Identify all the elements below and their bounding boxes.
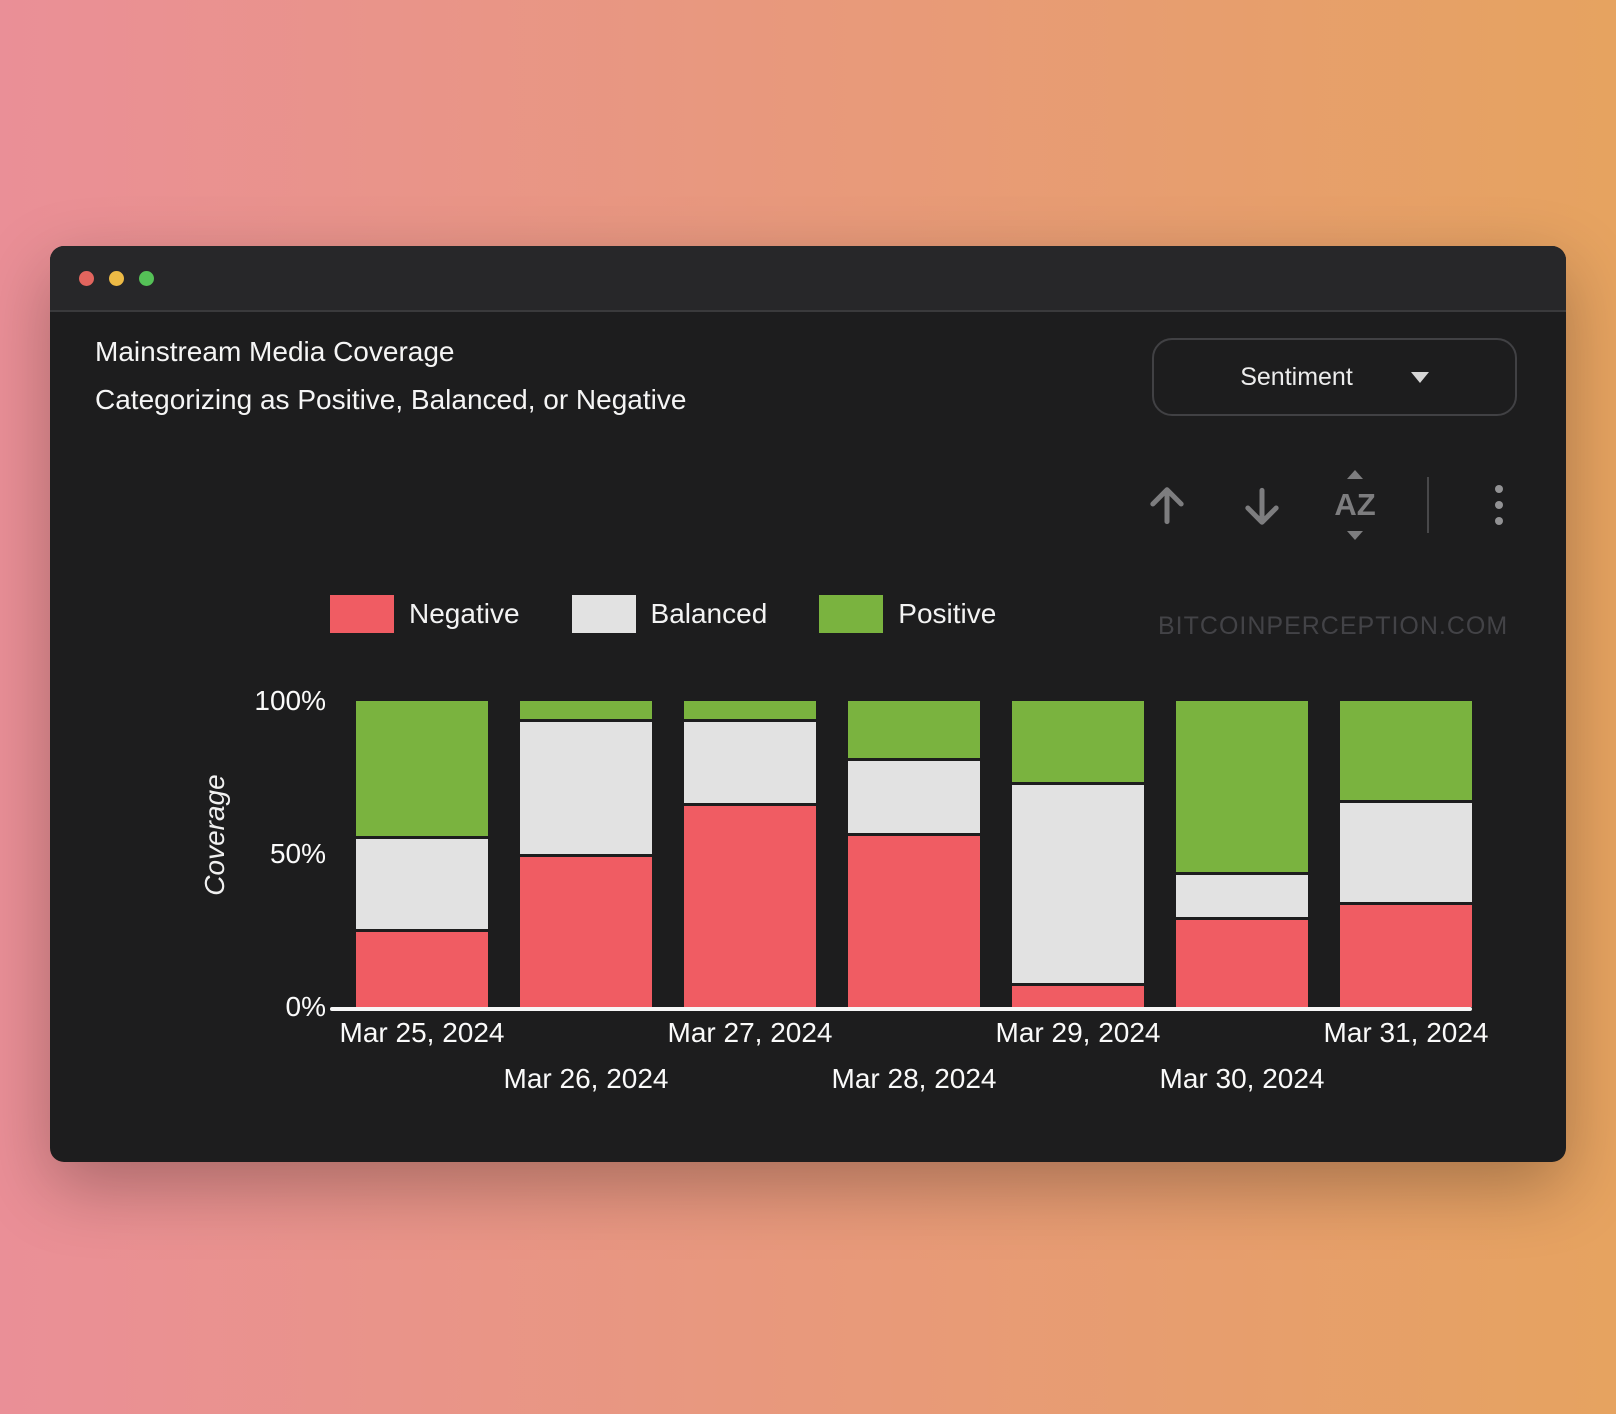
arrow-up-icon[interactable] [1142,480,1192,530]
bar-segment-positive-mar-27-2024 [684,701,816,719]
legend-item-positive: Positive [819,595,996,633]
legend-swatch-balanced [571,595,636,633]
chart-title: Mainstream Media Coverage [95,336,455,367]
bar-segment-negative-mar-30-2024 [1176,920,1308,1007]
bar-segment-positive-mar-28-2024 [848,701,980,758]
sentiment-dropdown-label: Sentiment [1240,362,1353,391]
y-tick-100-: 100% [254,685,326,716]
bar-segment-negative-mar-31-2024 [1340,905,1472,1007]
bar-mar-29-2024 [1012,701,1144,1007]
x-tick-mar-25-2024: Mar 25, 2024 [339,1017,505,1048]
bar-mar-30-2024 [1176,701,1308,1007]
bar-mar-25-2024 [356,701,488,1007]
sort-az-letters: AZ [1334,487,1376,522]
y-axis-ticks: 100% 50% 0% [200,685,326,1022]
bar-segment-balanced-mar-28-2024 [848,761,980,833]
arrow-down-icon[interactable] [1237,482,1287,532]
chevron-down-icon [1410,371,1429,383]
legend-swatch-negative [330,595,394,633]
bar-mar-31-2024 [1340,701,1472,1007]
chart-legend: Negative Balanced Positive [330,595,996,633]
legend-swatch-positive [819,595,884,633]
legend-item-negative: Negative [330,595,520,633]
y-tick-50-: 50% [269,838,326,869]
bar-mar-26-2024 [520,701,652,1007]
bar-segment-balanced-mar-30-2024 [1176,875,1308,917]
bar-segment-negative-mar-28-2024 [848,836,980,1007]
close-button[interactable] [79,271,94,286]
bar-mar-27-2024 [684,701,816,1007]
app-window: Mainstream Media Coverage Categorizing a… [50,246,1566,1162]
bar-segment-negative-mar-25-2024 [356,932,488,1007]
legend-label-positive: Positive [898,598,997,629]
sort-down-triangle-icon [1347,531,1363,540]
sort-up-triangle-icon [1347,470,1363,479]
bar-segment-balanced-mar-27-2024 [684,722,816,803]
bar-mar-28-2024 [848,701,980,1007]
watermark: BITCOINPERCEPTION.COM [1158,612,1509,640]
sentiment-dropdown[interactable]: Sentiment [1152,338,1517,416]
x-tick-mar-31-2024: Mar 31, 2024 [1323,1017,1489,1048]
zoom-button[interactable] [139,271,154,286]
minimize-button[interactable] [109,271,124,286]
bar-segment-positive-mar-30-2024 [1176,701,1308,872]
bar-segment-balanced-mar-29-2024 [1012,785,1144,983]
bar-segment-balanced-mar-26-2024 [520,722,652,854]
chart-subtitle: Categorizing as Positive, Balanced, or N… [95,384,687,415]
bar-segment-balanced-mar-25-2024 [356,839,488,929]
more-options-icon[interactable] [1495,485,1503,525]
y-tick-0-: 0% [285,991,326,1022]
chart-title-block: Mainstream Media Coverage Categorizing a… [95,328,686,424]
toolbar-divider [1427,477,1429,533]
x-tick-mar-27-2024: Mar 27, 2024 [667,1017,833,1048]
bar-segment-positive-mar-31-2024 [1340,701,1472,800]
x-tick-mar-26-2024: Mar 26, 2024 [503,1063,669,1094]
x-tick-mar-30-2024: Mar 30, 2024 [1159,1063,1325,1094]
x-tick-mar-29-2024: Mar 29, 2024 [995,1017,1161,1048]
bar-segment-negative-mar-29-2024 [1012,986,1144,1007]
legend-label-negative: Negative [409,598,520,629]
legend-item-balanced: Balanced [571,595,768,633]
plot-area [356,701,1472,1007]
legend-label-balanced: Balanced [650,598,768,629]
sort-az-icon[interactable]: AZ [1323,469,1387,541]
x-tick-mar-28-2024: Mar 28, 2024 [831,1063,997,1094]
x-axis-line [330,1007,1472,1011]
bar-segment-balanced-mar-31-2024 [1340,803,1472,902]
bar-segment-positive-mar-26-2024 [520,701,652,719]
window-titlebar [50,246,1566,312]
bar-segment-positive-mar-29-2024 [1012,701,1144,782]
bar-segment-positive-mar-25-2024 [356,701,488,836]
bar-segment-negative-mar-27-2024 [684,806,816,1007]
bar-segment-negative-mar-26-2024 [520,857,652,1007]
